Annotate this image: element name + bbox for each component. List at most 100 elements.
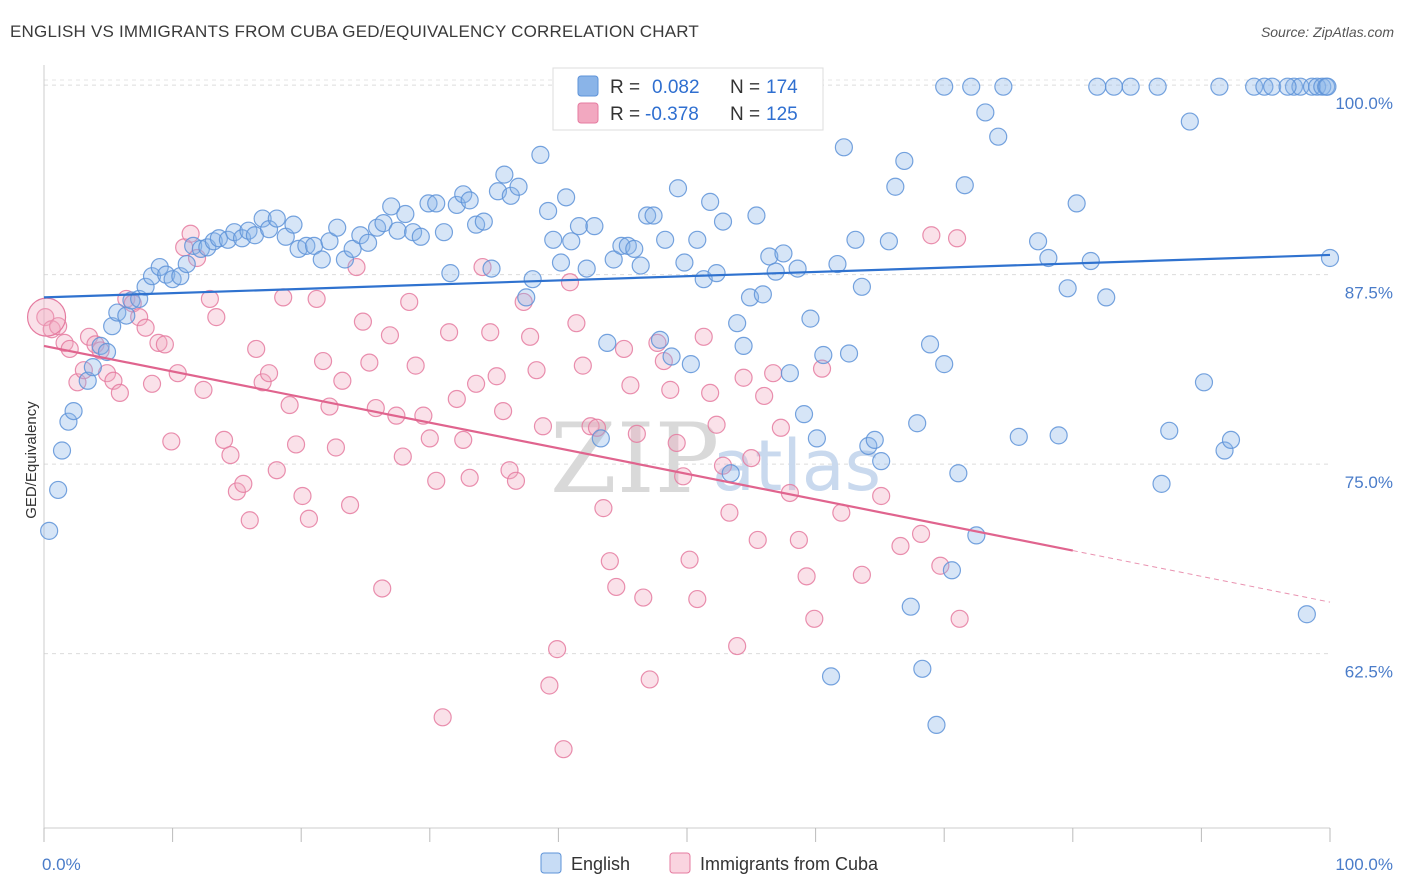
english-point-62 [482,259,501,278]
english-point-33 [267,209,286,228]
english-point-103 [753,285,772,304]
english-point-141 [1058,279,1077,298]
english-point-126 [908,414,927,433]
english-point-170 [1088,77,1107,96]
y-tick-label-1: 75.0% [1345,473,1393,492]
cuba-point-78 [548,640,567,659]
cuba-point-29 [221,445,240,465]
cuba-point-123 [950,609,969,628]
english-point-77 [585,217,604,236]
english-point-114 [828,254,847,274]
english-point-117 [846,230,865,249]
english-point-157 [1263,77,1282,96]
legend-r-label-cuba: R = [610,104,640,125]
watermark: ZIP atlas [550,403,881,515]
english-point-83 [625,239,644,258]
english-point-52 [411,227,430,246]
cuba-point-76 [533,417,553,436]
cuba-point-102 [707,415,726,434]
english-point-161 [1302,77,1322,96]
cuba-point-31 [234,474,253,493]
legend-swatch-cuba [577,102,599,124]
english-point-171 [1320,248,1340,268]
english-point-39 [312,250,331,269]
cuba-point-19 [155,335,174,354]
english-point-156 [1255,77,1274,96]
cuba-point-84 [587,418,607,437]
english-point-123 [886,177,905,196]
chart-title: ENGLISH VS IMMIGRANTS FROM CUBA GED/EQUI… [10,22,700,41]
english-point-140 [1049,426,1068,445]
english-point-151 [1194,373,1214,392]
english-point-125 [901,597,920,616]
english-point-146 [1121,77,1140,96]
english-point-73 [557,188,576,207]
english-point-4 [64,402,83,421]
legend-n-value-english: 174 [766,77,798,98]
y-tick-label-0: 62.5% [1345,663,1393,682]
english-point-69 [531,145,550,164]
english-point-133 [955,176,974,195]
cuba-point-100 [694,327,713,346]
cuba-point-42 [307,289,326,309]
english-point-96 [707,264,726,283]
cuba-point-96 [667,433,686,453]
english-point-2 [52,441,72,460]
english-point-104 [760,247,779,266]
english-point-108 [788,259,807,278]
english-point-20 [177,254,196,274]
cuba-point-110 [764,364,783,383]
english-point-98 [721,464,740,483]
legend-n-value-cuba: 125 [766,104,798,125]
english-point-107 [780,364,799,383]
english-point-158 [1284,77,1304,96]
cuba-point-30 [227,482,246,501]
watermark-zip: ZIP [550,403,719,515]
cuba-point-39 [286,435,306,454]
english-point-72 [551,253,571,272]
cuba-point-98 [680,550,699,569]
cuba-point-37 [274,288,293,307]
english-point-100 [734,336,753,356]
cuba-point-82 [573,356,592,375]
english-point-105 [766,262,785,281]
cuba-point-125 [947,229,967,248]
cuba-point-9 [91,341,110,360]
english-point-50 [396,204,415,224]
english-point-89 [662,347,681,366]
english-point-49 [388,221,407,240]
english-point-78 [591,429,610,448]
cuba-point-109 [755,386,774,406]
english-point-80 [604,250,623,269]
english-point-86 [644,206,663,225]
english-point-91 [675,253,694,272]
cuba-point-87 [607,577,626,597]
cuba-point-103 [713,456,733,475]
cuba-point-89 [621,376,640,395]
english-point-87 [650,330,670,349]
cuba-point-81 [567,314,586,333]
english-point-85 [638,206,657,225]
x-tick-label-0: 0.0% [42,855,81,874]
english-point-127 [913,659,932,678]
english-point-136 [989,127,1008,146]
cuba-point-74 [521,327,540,346]
cuba-point-111 [771,418,790,437]
english-point-65 [501,186,520,205]
x-tick-label-1: 100.0% [1335,855,1393,874]
legend-r-value-english: 0.082 [652,77,700,98]
english-point-130 [935,355,954,374]
cuba-point-52 [373,579,392,598]
cuba-point-18 [149,333,168,352]
y-tick-labels: 62.5% 75.0% 87.5% 100.0% [1335,94,1393,682]
cuba-point-118 [852,565,871,584]
english-point-147 [1148,77,1167,96]
cuba-point-116 [812,359,832,378]
cuba-point-124 [922,226,941,245]
cuba-point-108 [748,530,767,550]
english-point-144 [1097,288,1116,307]
legend-swatch-english-bottom [540,852,562,874]
cuba-point-99 [688,589,707,609]
cuba-point-12 [110,383,129,403]
